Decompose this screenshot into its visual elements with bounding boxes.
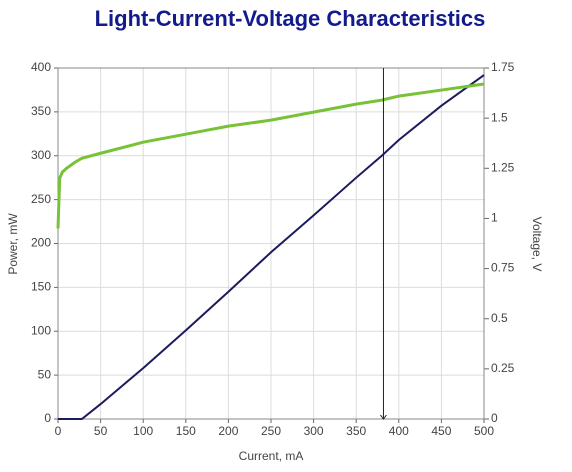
x-tick-label: 150 <box>176 424 196 438</box>
y-tick-label: 400 <box>31 60 51 74</box>
y2-tick-label: 1.75 <box>491 60 515 74</box>
y2-tick-label: 0.75 <box>491 261 515 275</box>
y2-tick-label: 1 <box>491 211 498 225</box>
y-tick-label: 0 <box>44 411 51 425</box>
x-axis-label: Current, mA <box>239 449 304 463</box>
y2-axis-label: Voltage, V <box>530 217 544 272</box>
y-tick-label: 350 <box>31 104 51 118</box>
x-tick-label: 350 <box>346 424 366 438</box>
y-tick-label: 50 <box>38 367 52 381</box>
chart-title: Light-Current-Voltage Characteristics <box>95 6 486 31</box>
x-tick-label: 250 <box>261 424 281 438</box>
y-axis-label: Power, mW <box>6 213 20 275</box>
y-tick-label: 200 <box>31 236 51 250</box>
x-tick-label: 450 <box>431 424 451 438</box>
series-line <box>58 74 485 420</box>
y2-tick-label: 0.5 <box>491 311 508 325</box>
y-tick-label: 250 <box>31 192 51 206</box>
x-tick-label: 500 <box>474 424 494 438</box>
y-tick-label: 150 <box>31 280 51 294</box>
x-tick-label: 200 <box>218 424 238 438</box>
plot-frame <box>57 67 485 420</box>
series-line <box>56 82 485 229</box>
x-tick-label: 0 <box>55 424 62 438</box>
y2-tick-label: 0.25 <box>491 361 515 375</box>
cursor-arrow <box>380 414 387 420</box>
y-tick-label: 300 <box>31 148 51 162</box>
x-tick-label: 300 <box>304 424 324 438</box>
y2-tick-label: 1.5 <box>491 110 508 124</box>
y-tick-label: 100 <box>31 323 51 337</box>
x-tick-label: 50 <box>94 424 108 438</box>
y2-tick-label: 1.25 <box>491 160 515 174</box>
y2-tick-label: 0 <box>491 411 498 425</box>
x-tick-label: 400 <box>389 424 409 438</box>
x-tick-label: 100 <box>133 424 153 438</box>
